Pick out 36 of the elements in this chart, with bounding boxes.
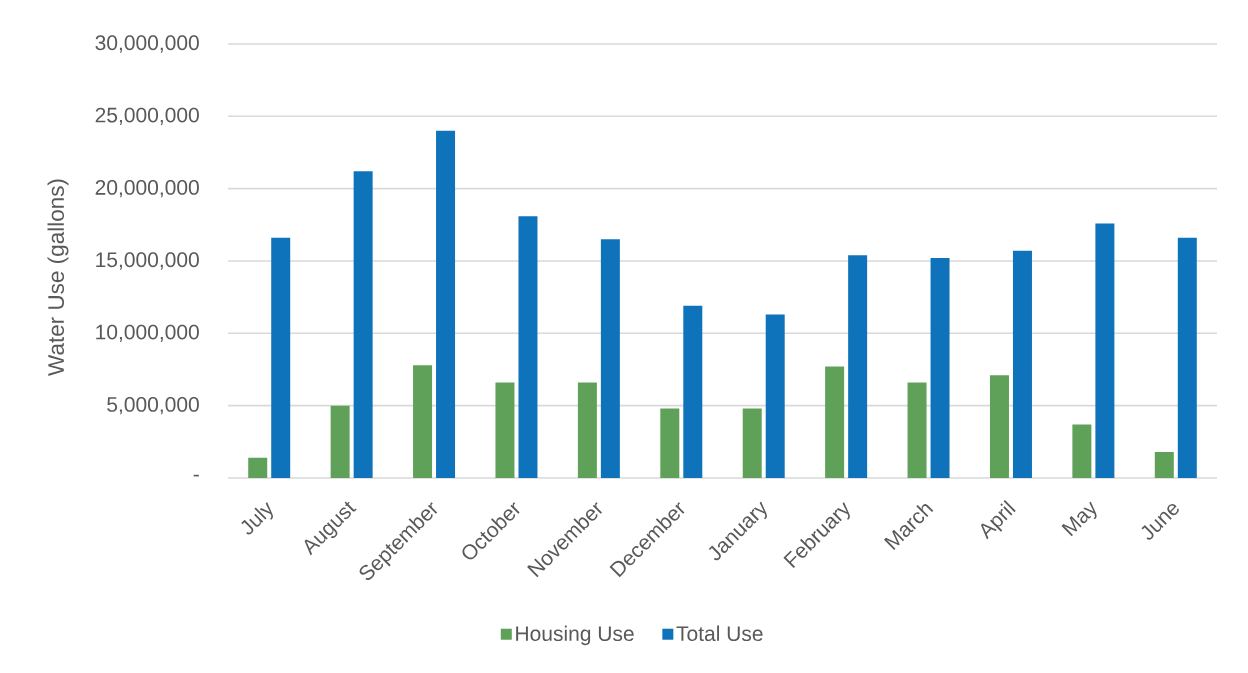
y-tick-label: 15,000,000 <box>96 252 199 270</box>
x-tick-label: May <box>1061 501 1097 537</box>
bar <box>825 366 845 478</box>
y-tick-label: 10,000,000 <box>96 324 199 342</box>
bar <box>1177 237 1197 478</box>
bar <box>1095 223 1115 478</box>
bar <box>930 258 950 478</box>
bar <box>660 408 680 478</box>
bar <box>518 216 538 478</box>
legend-label: Total Use <box>676 625 763 642</box>
bar <box>353 171 373 478</box>
x-tick-label: July <box>241 502 273 535</box>
y-tick-label: 25,000,000 <box>95 107 199 125</box>
bar <box>413 365 433 478</box>
bar <box>765 314 785 478</box>
y-tick-label: 20,000,000 <box>95 179 199 198</box>
bar <box>271 237 291 478</box>
bar <box>1154 451 1174 478</box>
bar <box>907 382 927 478</box>
bar <box>436 130 456 478</box>
bar <box>989 375 1009 478</box>
bar <box>577 382 597 478</box>
y-axis-title: Water Use (gallons) <box>47 179 69 376</box>
bar <box>600 239 620 478</box>
bar <box>683 305 703 478</box>
bar <box>1072 424 1092 478</box>
bar <box>1012 250 1032 478</box>
bar <box>330 405 350 478</box>
bar <box>848 255 868 478</box>
y-tick-label: 30,000,000 <box>95 35 199 53</box>
y-tick-label: 5,000,000 <box>107 396 199 415</box>
y-tick-label: - <box>193 474 199 477</box>
legend-label: Housing Use <box>516 625 634 646</box>
bar <box>495 382 515 478</box>
bar <box>742 408 762 478</box>
bar <box>248 457 268 478</box>
